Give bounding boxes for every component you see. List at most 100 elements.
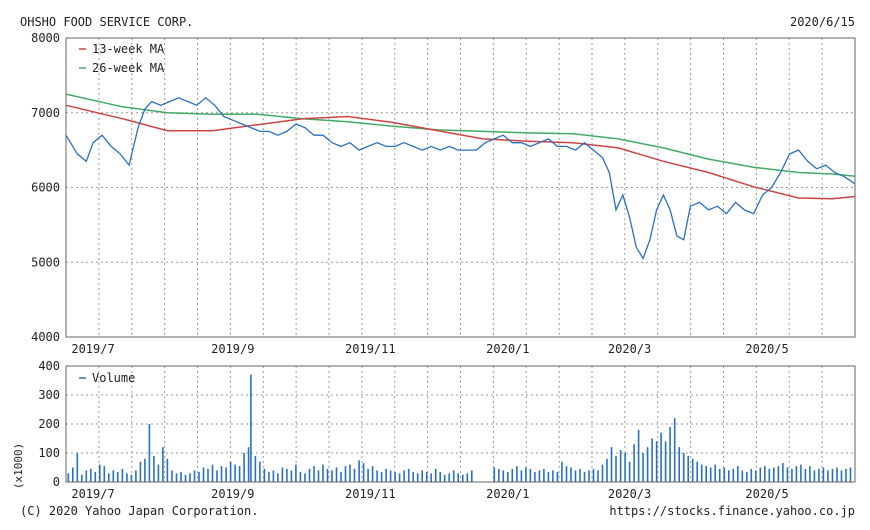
volume-bar [171, 470, 173, 482]
volume-bar [99, 464, 101, 482]
volume-bar [326, 468, 329, 482]
volume-y-tick-label: 200 [38, 417, 60, 431]
volume-bar [705, 466, 707, 482]
price-y-tick-label: 8000 [31, 31, 60, 45]
volume-bar [579, 468, 581, 482]
volume-bar [263, 468, 266, 482]
volume-x-tick-label: 2019/11 [345, 487, 396, 501]
volume-bar [615, 455, 617, 482]
volume-bar [67, 473, 70, 482]
volume-bar [628, 461, 631, 482]
volume-bar [750, 468, 753, 482]
volume-x-axis-ticks: 2019/7 2019/9 2019/11 2020/1 2020/3 2020/5 [71, 487, 788, 501]
volume-bar [574, 470, 577, 482]
volume-y-axis-ticks: 0 100 200 300 400 [38, 359, 60, 489]
legend-label-26-week-ma: 26-week MA [92, 61, 165, 75]
volume-bar [664, 441, 667, 482]
volume-bar [718, 468, 721, 482]
volume-bar [103, 466, 106, 482]
volume-bar [610, 447, 613, 482]
volume-bar [682, 453, 685, 482]
volume-bar [108, 473, 110, 482]
volume-bar [687, 455, 689, 482]
volume-bar [777, 466, 780, 482]
volume-x-tick-label: 2020/5 [745, 487, 788, 501]
volume-bar [493, 467, 496, 482]
volume-bar [691, 458, 694, 482]
volume-bar [394, 471, 396, 482]
volume-bar [385, 468, 387, 482]
volume-bar [157, 464, 160, 482]
volume-bar [845, 468, 847, 482]
price-y-tick-label: 7000 [31, 106, 60, 120]
source-url: https://stocks.finance.yahoo.co.jp [609, 504, 855, 518]
volume-x-tick-label: 2019/7 [71, 487, 114, 501]
volume-bar [367, 468, 369, 482]
volume-bar [434, 468, 437, 482]
volume-bar [547, 471, 550, 482]
volume-bar [362, 463, 365, 482]
volume-bar [529, 468, 532, 482]
volume-bar [234, 464, 236, 482]
volume-bar [746, 471, 748, 482]
price-y-tick-label: 4000 [31, 330, 60, 344]
volume-bar [462, 474, 464, 483]
volume-bar [507, 471, 509, 482]
price-panel: 4000 5000 6000 7000 8000 2019/7 2019/9 2019/11… [31, 31, 856, 356]
volume-y-tick-label: 100 [38, 446, 60, 460]
volume-bar [353, 468, 356, 482]
volume-bar [380, 471, 383, 482]
volume-bar [723, 467, 726, 482]
volume-bar [130, 474, 133, 483]
volume-bars [67, 374, 852, 483]
volume-bar [207, 468, 209, 482]
legend-label-13-week-ma: 13-week MA [92, 42, 165, 56]
volume-bar [259, 461, 261, 482]
volume-bar [732, 468, 735, 482]
price-series-lines [65, 93, 856, 260]
volume-bar [166, 458, 169, 482]
volume-bar [340, 471, 342, 482]
volume-bar [254, 455, 257, 482]
price-y-tick-label: 5000 [31, 255, 60, 269]
volume-bar [637, 429, 640, 482]
volume-bar [511, 468, 514, 482]
volume-bar [583, 471, 586, 482]
volume-bar [782, 463, 784, 482]
volume-bar [592, 468, 595, 482]
volume-bar [344, 466, 347, 482]
volume-bar [313, 466, 315, 482]
volume-legend: Volume [79, 371, 135, 385]
volume-bar [660, 432, 662, 482]
volume-bar [669, 426, 671, 482]
volume-bar [624, 453, 626, 482]
volume-bar [76, 453, 79, 482]
volume-bar [673, 418, 676, 482]
volume-bar [520, 470, 523, 482]
volume-bar [85, 470, 88, 482]
volume-bar [570, 467, 572, 482]
volume-bar [117, 471, 119, 482]
volume-bar [193, 470, 196, 482]
volume-bar [588, 470, 590, 482]
volume-bar [768, 468, 771, 482]
volume-x-tick-label: 2019/9 [211, 487, 254, 501]
volume-bar [162, 447, 164, 482]
volume-bar [403, 470, 405, 482]
volume-bar [139, 461, 142, 482]
volume-bar [696, 461, 698, 482]
volume-bar [457, 473, 459, 482]
volume-bar [755, 470, 757, 482]
volume-bar [286, 468, 288, 482]
volume-bar [184, 474, 187, 483]
chart-date: 2020/6/15 [790, 15, 855, 29]
volume-bar [471, 470, 473, 482]
volume-bar [642, 453, 644, 482]
volume-bar [229, 461, 232, 482]
volume-bar [349, 464, 351, 482]
price-x-tick-label: 2019/11 [345, 342, 396, 356]
volume-bar [601, 464, 604, 482]
volume-bar [389, 470, 392, 482]
volume-bar [800, 464, 802, 482]
volume-bar [416, 473, 419, 482]
